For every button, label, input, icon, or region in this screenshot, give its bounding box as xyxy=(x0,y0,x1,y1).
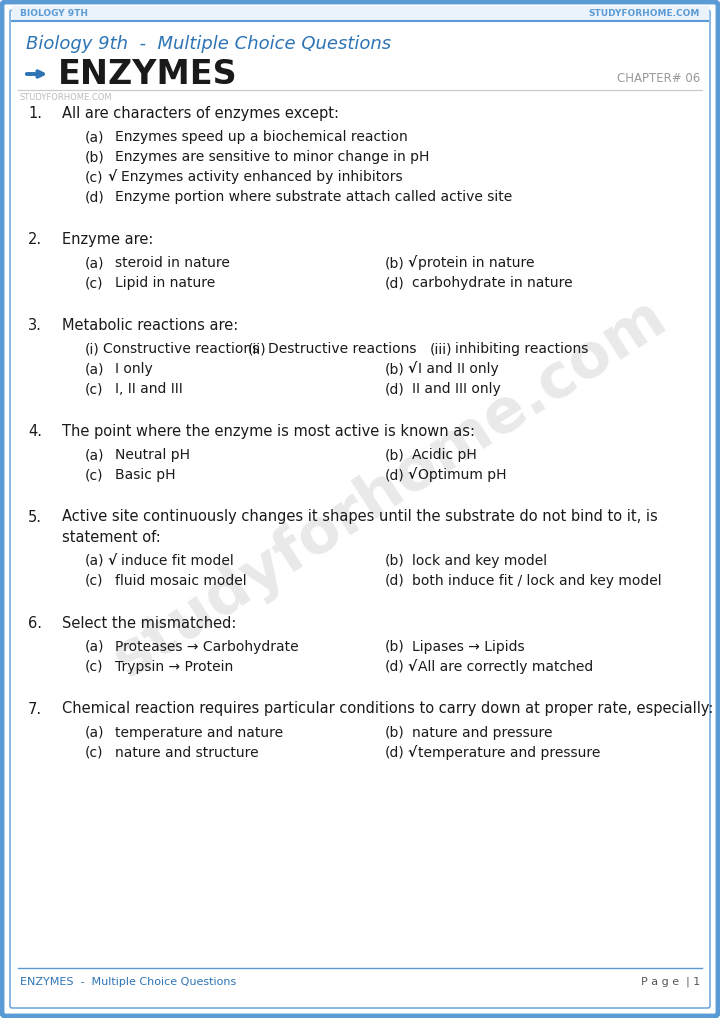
Text: I and II only: I and II only xyxy=(418,362,499,376)
Text: The point where the enzyme is most active is known as:: The point where the enzyme is most activ… xyxy=(62,423,475,439)
Text: Enzymes speed up a biochemical reaction: Enzymes speed up a biochemical reaction xyxy=(115,130,408,144)
Text: (c): (c) xyxy=(85,468,104,482)
Text: (b): (b) xyxy=(385,554,405,568)
Text: (d): (d) xyxy=(385,276,405,290)
Text: STUDYFORHOME.COM: STUDYFORHOME.COM xyxy=(589,8,700,17)
Text: √: √ xyxy=(107,170,116,184)
Text: Lipases → Lipids: Lipases → Lipids xyxy=(412,640,525,654)
Text: STUDYFORHOME.COM: STUDYFORHOME.COM xyxy=(20,93,112,102)
Text: (b): (b) xyxy=(385,448,405,462)
Text: (c): (c) xyxy=(85,574,104,588)
Text: Enzyme portion where substrate attach called active site: Enzyme portion where substrate attach ca… xyxy=(115,190,512,204)
Text: I, II and III: I, II and III xyxy=(115,382,183,396)
Text: Basic pH: Basic pH xyxy=(115,468,176,482)
Text: carbohydrate in nature: carbohydrate in nature xyxy=(412,276,572,290)
Text: 7.: 7. xyxy=(28,701,42,717)
Text: protein in nature: protein in nature xyxy=(418,256,534,270)
Text: Biology 9th  -  Multiple Choice Questions: Biology 9th - Multiple Choice Questions xyxy=(26,35,391,53)
Text: √: √ xyxy=(407,746,416,760)
Text: √: √ xyxy=(107,554,116,568)
Text: Destructive reactions: Destructive reactions xyxy=(268,342,416,356)
Text: (a): (a) xyxy=(85,640,104,654)
Text: (a): (a) xyxy=(85,448,104,462)
Text: lock and key model: lock and key model xyxy=(412,554,547,568)
Text: Acidic pH: Acidic pH xyxy=(412,448,477,462)
Text: (b): (b) xyxy=(385,640,405,654)
Text: 6.: 6. xyxy=(28,616,42,630)
Text: Constructive reactions: Constructive reactions xyxy=(103,342,259,356)
Text: ENZYMES  -  Multiple Choice Questions: ENZYMES - Multiple Choice Questions xyxy=(20,977,236,987)
Text: Active site continuously changes it shapes until the substrate do not bind to it: Active site continuously changes it shap… xyxy=(62,509,658,524)
Text: (d): (d) xyxy=(385,660,405,674)
Text: BIOLOGY 9TH: BIOLOGY 9TH xyxy=(20,8,88,17)
Text: Trypsin → Protein: Trypsin → Protein xyxy=(115,660,233,674)
Text: (d): (d) xyxy=(385,468,405,482)
Text: Optimum pH: Optimum pH xyxy=(418,468,506,482)
Text: statement of:: statement of: xyxy=(62,529,161,545)
Text: (iii): (iii) xyxy=(430,342,452,356)
Text: (b): (b) xyxy=(85,150,104,164)
Text: (c): (c) xyxy=(85,746,104,760)
Text: √: √ xyxy=(407,362,416,376)
Text: nature and structure: nature and structure xyxy=(115,746,258,760)
Text: temperature and pressure: temperature and pressure xyxy=(418,746,600,760)
Text: 4.: 4. xyxy=(28,423,42,439)
Text: 1.: 1. xyxy=(28,106,42,120)
Text: All are correctly matched: All are correctly matched xyxy=(418,660,593,674)
Text: Enzymes activity enhanced by inhibitors: Enzymes activity enhanced by inhibitors xyxy=(121,170,402,184)
Text: (d): (d) xyxy=(385,574,405,588)
Text: (d): (d) xyxy=(385,746,405,760)
Text: (c): (c) xyxy=(85,170,104,184)
Text: temperature and nature: temperature and nature xyxy=(115,726,283,740)
Text: √: √ xyxy=(407,256,416,270)
Text: √: √ xyxy=(407,468,416,482)
Text: (i): (i) xyxy=(85,342,100,356)
Text: (a): (a) xyxy=(85,554,104,568)
Text: 3.: 3. xyxy=(28,318,42,333)
Text: I only: I only xyxy=(115,362,153,376)
Text: √: √ xyxy=(407,660,416,674)
Text: (a): (a) xyxy=(85,726,104,740)
Text: (c): (c) xyxy=(85,276,104,290)
Text: (b): (b) xyxy=(385,726,405,740)
Text: (d): (d) xyxy=(85,190,104,204)
Text: Lipid in nature: Lipid in nature xyxy=(115,276,215,290)
Text: All are characters of enzymes except:: All are characters of enzymes except: xyxy=(62,106,339,120)
Text: (d): (d) xyxy=(385,382,405,396)
Text: 5.: 5. xyxy=(28,509,42,524)
Text: Proteases → Carbohydrate: Proteases → Carbohydrate xyxy=(115,640,299,654)
Text: ENZYMES: ENZYMES xyxy=(58,57,238,91)
Text: steroid in nature: steroid in nature xyxy=(115,256,230,270)
Text: Select the mismatched:: Select the mismatched: xyxy=(62,616,236,630)
Text: fluid mosaic model: fluid mosaic model xyxy=(115,574,247,588)
Text: P a g e  | 1: P a g e | 1 xyxy=(641,976,700,987)
Text: CHAPTER# 06: CHAPTER# 06 xyxy=(617,71,700,84)
Text: (b): (b) xyxy=(385,256,405,270)
Text: Metabolic reactions are:: Metabolic reactions are: xyxy=(62,318,238,333)
Text: Chemical reaction requires particular conditions to carry down at proper rate, e: Chemical reaction requires particular co… xyxy=(62,701,714,717)
Text: (c): (c) xyxy=(85,660,104,674)
Text: II and III only: II and III only xyxy=(412,382,500,396)
Text: both induce fit / lock and key model: both induce fit / lock and key model xyxy=(412,574,662,588)
Text: Enzyme are:: Enzyme are: xyxy=(62,231,153,246)
Text: 2.: 2. xyxy=(28,231,42,246)
Bar xyxy=(12,6,708,20)
Text: (c): (c) xyxy=(85,382,104,396)
Text: (a): (a) xyxy=(85,256,104,270)
Text: induce fit model: induce fit model xyxy=(121,554,234,568)
Text: (a): (a) xyxy=(85,362,104,376)
Text: nature and pressure: nature and pressure xyxy=(412,726,552,740)
Text: (b): (b) xyxy=(385,362,405,376)
Text: inhibiting reactions: inhibiting reactions xyxy=(455,342,588,356)
Text: Neutral pH: Neutral pH xyxy=(115,448,190,462)
Text: (a): (a) xyxy=(85,130,104,144)
Text: studyforhome.com: studyforhome.com xyxy=(102,287,678,689)
Text: Enzymes are sensitive to minor change in pH: Enzymes are sensitive to minor change in… xyxy=(115,150,429,164)
Text: (ii): (ii) xyxy=(248,342,266,356)
